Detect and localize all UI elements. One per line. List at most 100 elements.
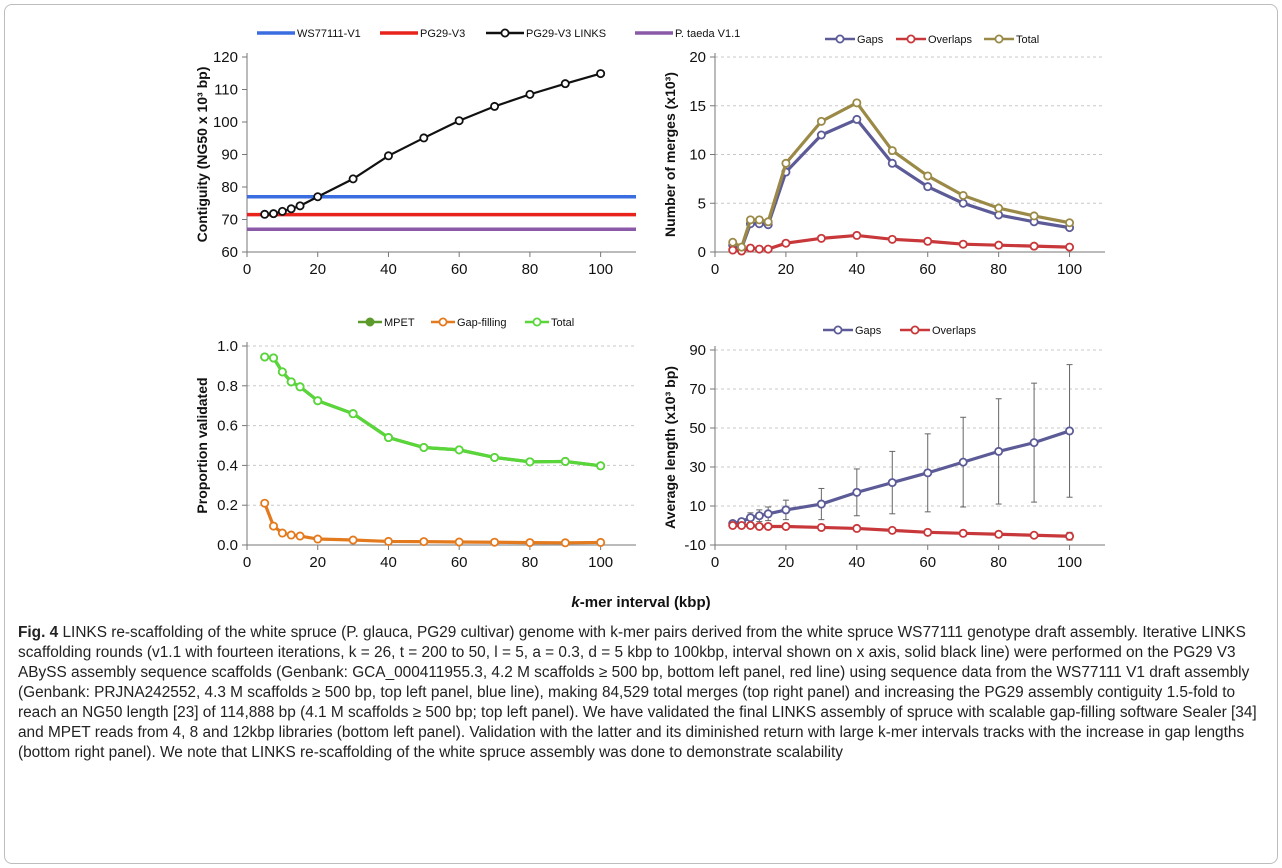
data-point	[745, 521, 755, 531]
y-tick-label: 0.4	[217, 457, 238, 474]
legend-item: Gap-filling	[431, 317, 507, 329]
y-tick-label: 20	[689, 49, 706, 66]
data-point	[1029, 438, 1039, 448]
data-point	[454, 445, 464, 455]
data-point	[295, 201, 305, 211]
data-point	[923, 171, 933, 181]
shared-x-axis-label: k-mer interval (kbp)	[0, 594, 1282, 611]
data-point	[490, 101, 500, 111]
series-overlaps	[728, 230, 1075, 256]
chart-merges: 0 5 10 15 20 0 20 40 60 80 100 Number of merges (x1…	[662, 34, 1105, 278]
y-tick-label: 60	[221, 244, 238, 261]
data-point	[923, 182, 933, 192]
y-tick-label: 15	[689, 98, 706, 115]
data-point	[454, 116, 464, 126]
data-point	[763, 217, 773, 227]
data-point	[923, 468, 933, 478]
y-tick-label: 10	[689, 498, 706, 515]
legend-marker	[910, 325, 920, 335]
data-point	[781, 238, 791, 248]
data-point	[454, 537, 464, 547]
data-point	[745, 215, 755, 225]
y-tick-label: 100	[213, 114, 238, 131]
y-tick-label: 110	[214, 82, 238, 99]
data-point	[313, 534, 323, 544]
series-overlaps	[728, 521, 1075, 541]
data-point	[525, 457, 535, 467]
data-point	[994, 240, 1004, 250]
x-label-rest: -mer interval (kbp)	[579, 594, 711, 611]
x-tick-label: 80	[990, 554, 1007, 571]
data-point	[728, 237, 738, 247]
y-tick-label: 0.2	[217, 497, 238, 514]
figure-frame	[4, 4, 1278, 864]
legend-label: Total	[1016, 34, 1039, 46]
legend-item: Gaps	[825, 34, 884, 46]
data-point	[816, 116, 826, 126]
chart-avglength: -10 10 30 50 70 90 0 20 40 60 80 100 Average length …	[662, 325, 1105, 571]
data-point	[383, 536, 393, 546]
legend-marker	[994, 34, 1004, 44]
legend-label: Gaps	[855, 325, 882, 337]
x-tick-label: 20	[778, 554, 795, 571]
x-tick-label: 20	[309, 554, 326, 571]
data-point	[277, 206, 287, 216]
legend-item: P. taeda V1.1	[635, 28, 740, 40]
data-point	[737, 242, 747, 252]
data-point	[313, 192, 323, 202]
x-tick-label: 100	[588, 261, 613, 278]
x-tick-label: 100	[588, 554, 613, 571]
data-point	[754, 215, 764, 225]
data-point	[958, 190, 968, 200]
y-axis-label: Proportion validated	[194, 377, 210, 513]
data-point	[269, 353, 279, 363]
x-tick-label: 100	[1057, 554, 1082, 571]
caption-text: LINKS re-scaffolding of the white spruce…	[18, 624, 1257, 761]
series-total	[728, 98, 1075, 252]
x-tick-label: 40	[380, 261, 397, 278]
data-point	[737, 521, 747, 531]
data-point	[348, 535, 358, 545]
data-point	[525, 89, 535, 99]
data-point	[763, 521, 773, 531]
y-tick-label: 0.6	[217, 418, 238, 435]
x-tick-label: 20	[309, 261, 326, 278]
y-tick-label: 5	[698, 195, 706, 212]
y-tick-label: 90	[689, 342, 706, 359]
legend-marker	[532, 317, 542, 327]
chart-validated: 0.0 0.2 0.4 0.6 0.8 1.0 0 20 40 60 80 100 Proportion…	[194, 317, 636, 571]
legend-marker	[833, 325, 843, 335]
series-total	[260, 352, 606, 471]
legend-label: P. taeda V1.1	[675, 28, 740, 40]
legend-marker	[835, 34, 845, 44]
data-point	[816, 522, 826, 532]
x-tick-label: 60	[451, 554, 468, 571]
data-point	[923, 236, 933, 246]
data-point	[1029, 211, 1039, 221]
legend-item: WS77111-V1	[257, 28, 361, 40]
legend-item: Gaps	[823, 325, 882, 337]
legend-marker	[906, 34, 916, 44]
legend-label: Gap-filling	[457, 317, 507, 329]
data-point	[887, 146, 897, 156]
x-tick-label: 80	[522, 554, 539, 571]
legend-item: Overlaps	[896, 34, 973, 46]
data-point	[286, 204, 296, 214]
x-tick-label: 60	[919, 261, 936, 278]
series-mpet	[260, 352, 606, 471]
data-point	[745, 513, 755, 523]
x-tick-label: 40	[848, 261, 865, 278]
data-point	[419, 537, 429, 547]
data-point	[383, 433, 393, 443]
legend-label: PG29-V3	[420, 28, 465, 40]
legend-label: PG29-V3 LINKS	[526, 28, 606, 40]
legend-label: Overlaps	[932, 325, 977, 337]
data-point	[994, 529, 1004, 539]
data-point	[816, 130, 826, 140]
legend-item: Total	[984, 34, 1039, 46]
data-point	[419, 442, 429, 452]
x-tick-label: 0	[243, 554, 251, 571]
data-point	[887, 525, 897, 535]
